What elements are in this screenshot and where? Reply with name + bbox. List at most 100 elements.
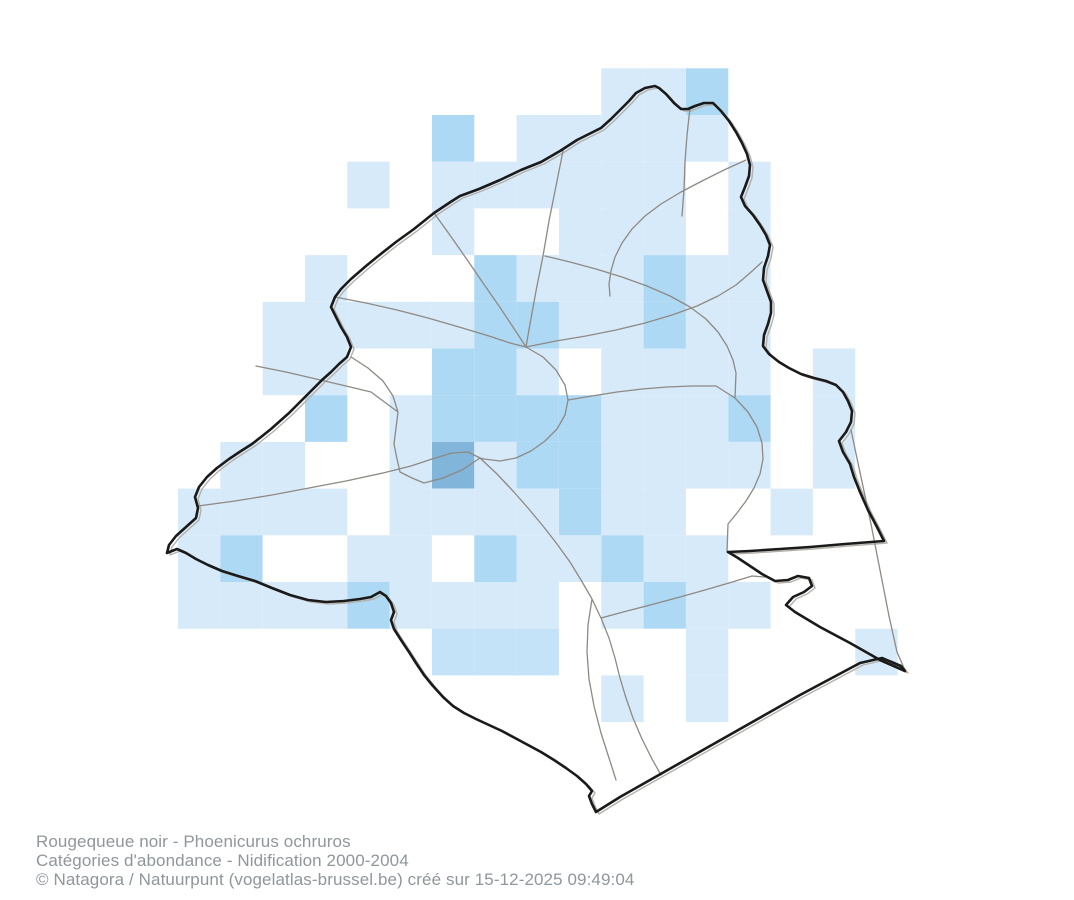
abundance-cell <box>728 582 771 629</box>
abundance-cell <box>643 488 686 536</box>
abundance-cell <box>474 441 517 489</box>
abundance-cell <box>474 582 517 629</box>
abundance-cell <box>262 582 305 629</box>
abundance-cell <box>686 395 729 442</box>
abundance-cell <box>262 301 305 349</box>
abundance-cell <box>686 675 729 723</box>
abundance-cell <box>855 628 898 676</box>
municipal-boundaries <box>197 107 905 781</box>
abundance-cell <box>389 395 432 442</box>
abundance-cell <box>516 115 559 162</box>
abundance-cell <box>686 115 729 162</box>
abundance-cell <box>559 301 602 349</box>
abundance-cell <box>770 488 813 536</box>
abundance-cell <box>728 348 771 396</box>
abundance-cell <box>812 441 856 489</box>
abundance-cell <box>432 488 475 536</box>
abundance-cell <box>474 628 517 676</box>
abundance-cell <box>601 675 644 723</box>
abundance-cell <box>601 348 644 396</box>
abundance-cell <box>516 488 559 536</box>
abundance-cell <box>516 348 559 396</box>
abundance-cell <box>516 255 559 302</box>
abundance-cell <box>262 488 305 536</box>
abundance-cell <box>516 395 559 442</box>
abundance-cell <box>347 161 390 209</box>
abundance-cell <box>178 535 221 582</box>
abundance-cell <box>516 535 559 582</box>
abundance-cell <box>432 348 475 396</box>
abundance-cell <box>474 348 517 396</box>
abundance-cell <box>220 582 263 629</box>
abundance-cell <box>305 395 348 442</box>
abundance-cell <box>432 441 475 489</box>
abundance-cell <box>178 582 221 629</box>
credit-line: © Natagora / Natuurpunt (vogelatlas-brus… <box>36 870 635 889</box>
abundance-cell <box>601 488 644 536</box>
abundance-cell <box>559 395 602 442</box>
abundance-cell <box>305 582 348 629</box>
abundance-cell <box>516 301 559 349</box>
abundance-cell <box>686 255 729 302</box>
region-boundary <box>165 84 907 814</box>
abundance-cell <box>643 395 686 442</box>
abundance-cell <box>601 535 644 582</box>
abundance-cell <box>347 535 390 582</box>
abundance-cell <box>812 348 856 396</box>
abundance-cell <box>516 441 559 489</box>
abundance-cell <box>601 208 644 256</box>
abundance-cell <box>305 255 348 302</box>
abundance-cell <box>516 628 559 676</box>
abundance-cell <box>389 441 432 489</box>
abundance-cell <box>601 161 644 209</box>
species-title: Rougequeue noir - Phoenicurus ochruros <box>36 832 351 851</box>
category-subtitle: Catégories d'abondance - Nidification 20… <box>36 851 409 870</box>
abundance-cell <box>559 161 602 209</box>
abundance-cell <box>686 348 729 396</box>
abundance-cell <box>347 301 390 349</box>
abundance-cell <box>347 582 390 629</box>
abundance-cell <box>601 441 644 489</box>
abundance-cell <box>516 582 559 629</box>
abundance-cell <box>305 348 348 396</box>
abundance-cell <box>474 395 517 442</box>
abundance-cell <box>559 488 602 536</box>
abundance-cell <box>559 255 602 302</box>
abundance-cell <box>432 208 475 256</box>
abundance-cell <box>220 535 263 582</box>
abundance-cell <box>643 301 686 349</box>
abundance-cell <box>643 161 686 209</box>
abundance-cell <box>643 208 686 256</box>
abundance-cell <box>432 582 475 629</box>
abundance-cell <box>728 441 771 489</box>
abundance-cell <box>432 395 475 442</box>
abundance-cell <box>389 488 432 536</box>
abundance-cell <box>262 441 305 489</box>
abundance-cell <box>686 535 729 582</box>
abundance-cell <box>559 441 602 489</box>
abundance-cell <box>474 301 517 349</box>
abundance-cell <box>643 115 686 162</box>
map-caption: Rougequeue noir - Phoenicurus ochruros C… <box>36 832 634 889</box>
abundance-cell <box>474 255 517 302</box>
abundance-cell <box>601 582 644 629</box>
abundance-cell <box>559 208 602 256</box>
abundance-cell <box>432 115 475 162</box>
abundance-cell <box>686 628 729 676</box>
abundance-cell <box>643 255 686 302</box>
abundance-cell <box>559 535 602 582</box>
abundance-cell <box>474 535 517 582</box>
abundance-cell <box>220 488 263 536</box>
abundance-cell <box>643 441 686 489</box>
abundance-cell <box>305 488 348 536</box>
abundance-cell <box>432 628 475 676</box>
abundance-cell <box>601 255 644 302</box>
abundance-cell <box>389 301 432 349</box>
abundance-cell <box>389 535 432 582</box>
abundance-cells <box>178 68 898 723</box>
abundance-cell <box>601 395 644 442</box>
abundance-cell <box>728 395 771 442</box>
abundance-cell <box>474 488 517 536</box>
